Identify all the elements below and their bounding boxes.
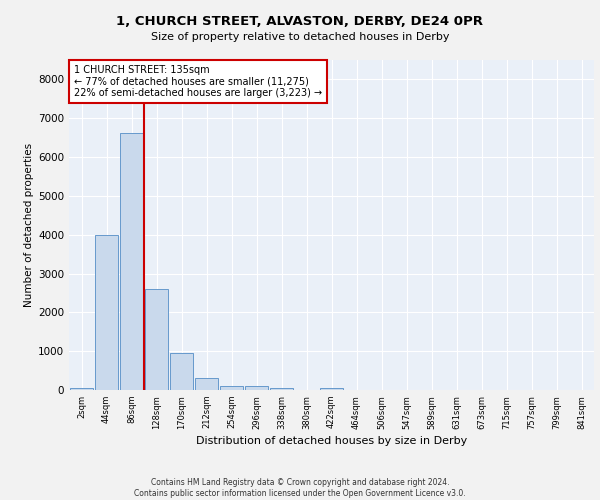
Text: 1, CHURCH STREET, ALVASTON, DERBY, DE24 0PR: 1, CHURCH STREET, ALVASTON, DERBY, DE24 … [116, 15, 484, 28]
Bar [170, 353, 193, 390]
Bar [70, 388, 93, 390]
Bar [320, 388, 343, 390]
Bar [245, 386, 268, 390]
Text: 1 CHURCH STREET: 135sqm
← 77% of detached houses are smaller (11,275)
22% of sem: 1 CHURCH STREET: 135sqm ← 77% of detache… [74, 65, 322, 98]
Bar [220, 386, 243, 390]
Bar [120, 134, 143, 390]
Bar [270, 388, 293, 390]
Bar [145, 288, 168, 390]
Text: Contains HM Land Registry data © Crown copyright and database right 2024.
Contai: Contains HM Land Registry data © Crown c… [134, 478, 466, 498]
Bar [95, 236, 118, 390]
Bar [195, 378, 218, 390]
Text: Size of property relative to detached houses in Derby: Size of property relative to detached ho… [151, 32, 449, 42]
X-axis label: Distribution of detached houses by size in Derby: Distribution of detached houses by size … [196, 436, 467, 446]
Y-axis label: Number of detached properties: Number of detached properties [24, 143, 34, 307]
